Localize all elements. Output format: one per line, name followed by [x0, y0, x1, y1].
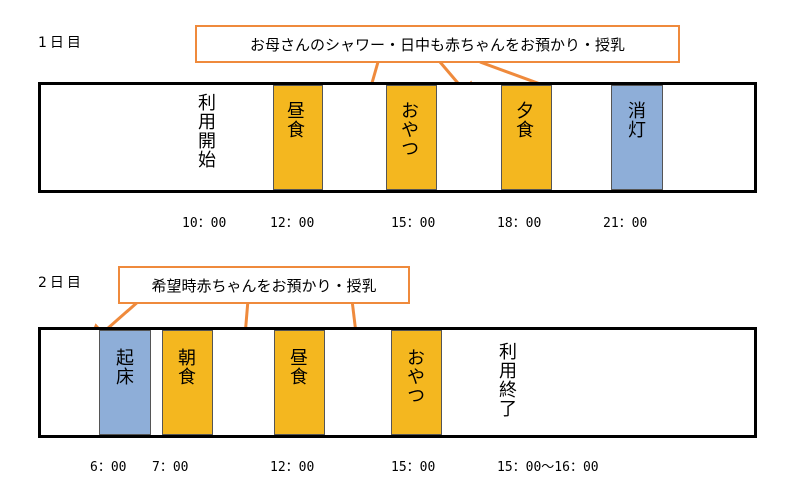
- day1-time-3: 15：00: [391, 216, 436, 231]
- day2-lunch-block: [274, 330, 325, 435]
- day2-time-3: 12：00: [270, 460, 315, 475]
- day2-wake-block: [99, 330, 151, 435]
- day1-snack-block: [386, 85, 437, 190]
- day1-time-4: 18：00: [497, 216, 542, 231]
- day1-label: 1日目: [38, 35, 84, 51]
- day2-breakfast-block: [162, 330, 213, 435]
- day1-dinner-block: [501, 85, 552, 190]
- day1-time-2: 12：00: [270, 216, 315, 231]
- day1-time-5: 21：00: [603, 216, 648, 231]
- day2-end-label: 利用終了: [496, 342, 517, 418]
- day2-time-5: 15：00～16：00: [497, 460, 599, 475]
- day1-lights-out-block: [611, 85, 663, 190]
- day1-start-label: 利用開始: [195, 93, 216, 169]
- day2-time-2: 7：00: [152, 460, 189, 475]
- day2-snack-label: おやつ: [404, 348, 425, 405]
- day1-lights-out-label: 消灯: [625, 101, 646, 139]
- day1-lunch-label: 昼食: [284, 101, 305, 139]
- day1-snack-label: おやつ: [398, 101, 419, 158]
- day1-dinner-label: 夕食: [513, 101, 534, 139]
- day1-track: 利用開始 昼食 おやつ 夕食 消灯: [38, 82, 757, 193]
- day2-time-4: 15：00: [391, 460, 436, 475]
- day2-wake-label: 起床: [113, 348, 134, 386]
- day2-track: 起床 朝食 昼食 おやつ 利用終了: [38, 327, 757, 438]
- day1-time-1: 10：00: [182, 216, 227, 231]
- day2-lunch-label: 昼食: [287, 348, 308, 386]
- day1-lunch-block: [273, 85, 323, 190]
- day2-label: 2日目: [38, 275, 84, 291]
- day2-callout: 希望時赤ちゃんをお預かり・授乳: [118, 266, 410, 304]
- day1-callout: お母さんのシャワー・日中も赤ちゃんをお預かり・授乳: [195, 25, 680, 63]
- day2-breakfast-label: 朝食: [175, 348, 196, 386]
- day2-time-1: 6：00: [90, 460, 127, 475]
- day2-snack-block: [391, 330, 442, 435]
